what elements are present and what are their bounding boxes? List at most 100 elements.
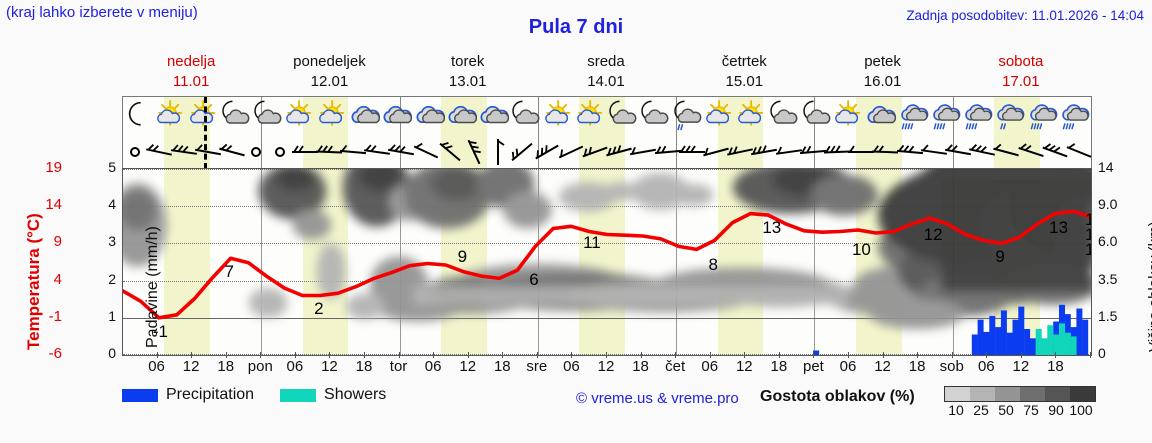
copyright-link[interactable]: © vreme.us & vreme.pro	[576, 390, 739, 407]
cloud-density-swatch	[1070, 387, 1095, 401]
x-tick-label: pon	[247, 358, 273, 375]
day-separator	[952, 97, 954, 168]
wind-barb	[965, 139, 999, 165]
precipitation-bar	[995, 327, 1002, 355]
cloud-density-tick-label: 25	[973, 402, 989, 418]
wind-barb	[747, 139, 781, 165]
moon-cloud-icon	[606, 98, 640, 138]
cloud-rain-icon	[1058, 98, 1091, 138]
day-date-label: 14.01	[587, 73, 625, 90]
cloud-height-tick-label: 1.5	[1098, 307, 1118, 324]
x-tick-mark	[744, 352, 746, 358]
temperature-point-label: 13	[762, 217, 782, 237]
x-tick-mark	[1055, 352, 1057, 358]
day-date-label: 11.01	[172, 73, 210, 90]
wind-barb	[142, 139, 176, 165]
temperature-point-label: 9	[457, 247, 468, 267]
x-tick-mark	[1020, 352, 1022, 358]
temperature-tick-label: 4	[53, 270, 62, 288]
series-legend: Precipitation Showers	[122, 386, 412, 410]
wind-barb	[772, 139, 806, 165]
value-gridline	[123, 243, 1091, 245]
value-gridline	[123, 169, 1091, 170]
x-tick-label: 06	[977, 358, 995, 375]
precipitation-bar	[1006, 332, 1013, 355]
day-name-label: sreda	[587, 53, 625, 70]
wind-barb	[288, 139, 322, 165]
cloud-density-tick-label: 90	[1048, 402, 1064, 418]
location-menu-note[interactable]: (kraj lahko izberete v meniju)	[6, 4, 198, 21]
wind-barb	[457, 139, 491, 165]
wind-barb	[312, 139, 346, 165]
cloud-height-axis-label: Višina oblakov (km)	[1146, 221, 1152, 352]
x-tick-mark	[951, 352, 953, 358]
temperature-point-label: 2	[314, 299, 324, 319]
moon-cloud-icon	[509, 98, 543, 138]
temperature-point-label: 6	[529, 269, 539, 289]
sun-cloud-icon	[316, 98, 350, 138]
temperature-line	[123, 209, 1091, 320]
day-name-label: torek	[451, 53, 485, 70]
showers-bar	[1059, 323, 1065, 355]
precipitation-bar	[983, 331, 990, 355]
cloud-rain-icon	[961, 98, 995, 138]
temperature-point-label: 7	[224, 262, 235, 282]
precipitation-bar	[813, 350, 820, 355]
x-tick-label: čet	[665, 358, 686, 375]
x-tick-label: pet	[802, 358, 824, 375]
precipitation-bar	[1076, 308, 1083, 355]
day-name-label: sobota	[998, 53, 1044, 70]
temperature-point-label: 9	[995, 247, 1005, 267]
temperature-point-label: 8	[708, 254, 719, 274]
x-tick-mark	[225, 352, 227, 358]
x-tick-mark	[156, 352, 158, 358]
day-date-label: 13.01	[448, 73, 487, 90]
x-tick-mark	[986, 352, 988, 358]
cloud-density-swatch	[1045, 387, 1070, 401]
x-tick-mark	[606, 352, 607, 358]
x-tick-mark	[640, 352, 642, 358]
precipitation-tick-label: 2	[108, 270, 116, 287]
cloud-icon	[477, 98, 511, 138]
wind-barb	[239, 139, 273, 165]
precipitation-bar	[1082, 319, 1089, 355]
x-tick-label: 18	[493, 358, 511, 375]
moon-cloud-icon	[251, 98, 285, 138]
showers-swatch	[280, 388, 317, 402]
sun-cloud-icon	[283, 98, 317, 138]
temperature-tick-label: 9	[53, 233, 62, 251]
cloud-density-swatch	[945, 387, 970, 401]
wind-barb	[941, 139, 975, 165]
day-name-label: četrtek	[721, 53, 767, 70]
x-tick-label: 18	[1047, 358, 1064, 375]
x-tick-mark	[191, 352, 193, 358]
sun-cloud-icon	[154, 98, 188, 138]
temperature-point-label: 13	[1049, 217, 1069, 237]
x-tick-mark	[813, 352, 815, 358]
day-gridline	[676, 169, 678, 355]
x-tick-mark	[778, 352, 780, 358]
day-separator	[261, 97, 263, 168]
x-tick-label: 06	[839, 358, 857, 375]
moon-cloud-icon	[767, 98, 801, 138]
precipitation-bar	[1012, 319, 1019, 355]
x-tick-label: 06	[563, 358, 580, 375]
x-tick-label: 06	[424, 358, 442, 375]
x-tick-label: 12	[1012, 358, 1030, 375]
x-tick-label: 18	[355, 358, 373, 375]
x-tick-mark	[433, 352, 435, 358]
wind-barb	[699, 139, 733, 165]
daylight-band	[302, 97, 349, 168]
moon-icon	[123, 98, 156, 138]
plot-svg	[123, 169, 1091, 355]
day-date-label: 17.01	[1002, 73, 1040, 90]
wind-barb	[505, 139, 539, 165]
wind-barb	[336, 139, 370, 165]
precipitation-bar	[971, 334, 978, 355]
x-tick-label: 06	[286, 358, 304, 375]
sun-cloud-icon	[703, 98, 737, 138]
temperature-point-label: 10	[851, 239, 871, 259]
x-tick-mark	[467, 352, 469, 358]
x-tick-mark	[709, 352, 711, 358]
daylight-band	[164, 169, 211, 355]
